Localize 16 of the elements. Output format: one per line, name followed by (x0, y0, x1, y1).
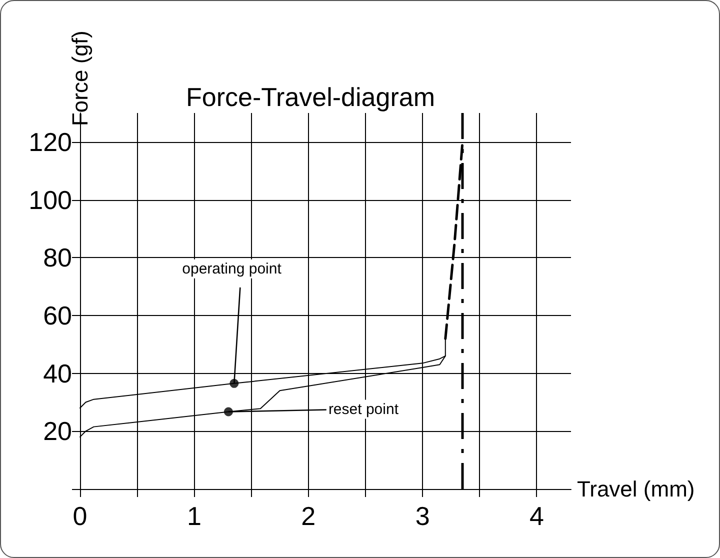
x-tick-label: 0 (72, 501, 88, 531)
x-tick-label: 2 (301, 501, 316, 531)
y-tick-label: 100 (28, 184, 72, 215)
annotation: operating point (182, 260, 282, 278)
y-tick-label: 80 (43, 242, 72, 273)
y-axis-title: Force (gf) (68, 30, 92, 126)
x-axis-title: Travel (mm) (577, 476, 695, 502)
x-tick-label: 1 (186, 501, 202, 531)
chart-title: Force-Travel-diagram (186, 82, 435, 112)
y-tick-label: 40 (43, 358, 72, 388)
annotation: reset point (328, 400, 400, 418)
x-tick-label: 3 (415, 501, 430, 531)
y-tick-label: 120 (28, 126, 72, 157)
y-tick-label: 60 (43, 300, 72, 330)
y-tick-label: 20 (43, 416, 72, 446)
x-tick-label: 4 (530, 501, 544, 531)
